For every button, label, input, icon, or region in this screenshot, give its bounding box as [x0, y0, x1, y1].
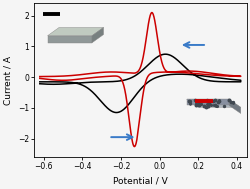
Polygon shape — [187, 99, 241, 107]
Y-axis label: Current / A: Current / A — [4, 56, 13, 105]
Polygon shape — [187, 99, 229, 105]
X-axis label: Potential / V: Potential / V — [113, 177, 168, 186]
Polygon shape — [229, 99, 241, 113]
Polygon shape — [48, 27, 104, 36]
Polygon shape — [92, 27, 104, 43]
Polygon shape — [48, 36, 92, 43]
